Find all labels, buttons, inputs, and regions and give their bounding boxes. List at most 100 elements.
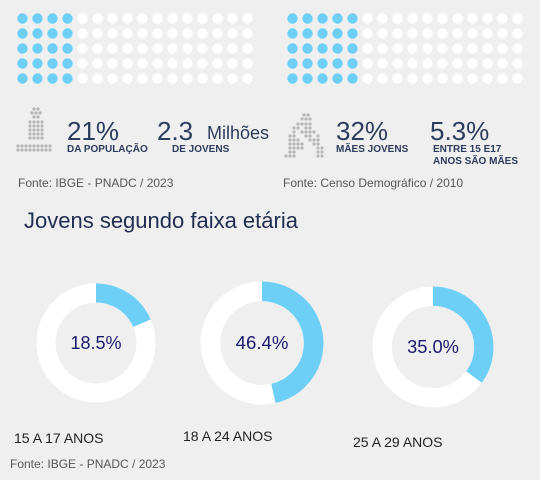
waffle-right-dot	[482, 73, 493, 84]
person-dot-icon	[16, 106, 56, 159]
waffle-left-dot	[197, 73, 208, 84]
waffle-right-dot	[392, 43, 403, 54]
donut-slice	[372, 286, 494, 408]
waffle-right-dot	[407, 43, 418, 54]
waffle-right-dot-highlighted	[302, 13, 313, 24]
waffle-left-dot-highlighted	[47, 73, 58, 84]
waffle-right-dot	[452, 13, 463, 24]
waffle-left-dot-highlighted	[17, 43, 28, 54]
waffle-left-dot	[77, 28, 88, 39]
donut-18-24: 46.4%	[200, 281, 324, 410]
waffle-right-dot	[467, 43, 478, 54]
waffle-right-dot	[467, 73, 478, 84]
waffle-right-dot	[377, 28, 388, 39]
waffle-right-dot	[452, 28, 463, 39]
waffle-right-dot	[377, 13, 388, 24]
waffle-right-dot	[512, 73, 523, 84]
population-percent: 21%	[67, 116, 120, 146]
waffle-left-dot-highlighted	[17, 13, 28, 24]
waffle-left-dot-highlighted	[47, 28, 58, 39]
waffle-left-dot	[197, 28, 208, 39]
waffle-right-dot	[437, 13, 448, 24]
waffle-right-dot	[512, 58, 523, 69]
waffle-left-dot	[92, 13, 103, 24]
waffle-left-dot	[137, 43, 148, 54]
waffle-left-dot	[167, 13, 178, 24]
waffle-left-dot	[137, 13, 148, 24]
waffle-right-dot-highlighted	[317, 73, 328, 84]
waffle-left-dot	[92, 58, 103, 69]
young-mothers-percent: 32%	[336, 116, 389, 146]
waffle-left-dot	[122, 43, 133, 54]
waffle-left-dot	[227, 43, 238, 54]
waffle-left-dot	[227, 73, 238, 84]
waffle-right-dot	[467, 58, 478, 69]
waffle-right-dot-highlighted	[332, 28, 343, 39]
waffle-right-dot	[452, 73, 463, 84]
waffle-left-dot	[122, 58, 133, 69]
waffle-left-dot	[167, 28, 178, 39]
waffle-right-dot-highlighted	[302, 43, 313, 54]
source-bottom: Fonte: IBGE - PNADC / 2023	[10, 457, 166, 471]
waffle-left-dot	[152, 28, 163, 39]
waffle-right-dot	[422, 58, 433, 69]
donut-25-29: 35.0%	[372, 286, 494, 413]
waffle-left-dot	[197, 43, 208, 54]
waffle-right-dot	[437, 73, 448, 84]
waffle-right-dot-highlighted	[317, 28, 328, 39]
waffle-right-dot	[392, 73, 403, 84]
waffle-chart-right	[287, 13, 523, 89]
waffle-left-dot	[77, 58, 88, 69]
waffle-left-dot	[92, 28, 103, 39]
section-title: Jovens segundo faixa etária	[24, 208, 298, 233]
waffle-left-dot-highlighted	[17, 28, 28, 39]
waffle-right-dot	[437, 58, 448, 69]
waffle-right-dot	[437, 43, 448, 54]
waffle-left-dot-highlighted	[17, 73, 28, 84]
waffle-right-dot	[467, 28, 478, 39]
waffle-left-dot-highlighted	[47, 58, 58, 69]
waffle-left-dot	[242, 43, 253, 54]
waffle-right-dot	[482, 43, 493, 54]
waffle-right-dot	[392, 58, 403, 69]
donut-value-label: 46.4%	[236, 332, 289, 353]
population-caption: DA POPULAÇÃO	[67, 144, 148, 155]
waffle-left-dot-highlighted	[32, 28, 43, 39]
waffle-right-dot	[392, 28, 403, 39]
teen-mothers-caption-line2: ANOS SÃO MÃES	[433, 156, 519, 167]
waffle-left-dot	[152, 73, 163, 84]
waffle-right-dot	[512, 28, 523, 39]
waffle-left-dot-highlighted	[47, 13, 58, 24]
waffle-left-dot	[227, 58, 238, 69]
waffle-right-dot	[512, 13, 523, 24]
waffle-right-dot	[407, 13, 418, 24]
waffle-right-dot-highlighted	[302, 28, 313, 39]
waffle-right-dot	[362, 58, 373, 69]
waffle-left-dot	[77, 13, 88, 24]
waffle-right-dot-highlighted	[302, 73, 313, 84]
waffle-right-dot	[422, 73, 433, 84]
waffle-right-dot-highlighted	[287, 13, 298, 24]
waffle-left-dot-highlighted	[32, 73, 43, 84]
waffle-right-dot	[377, 58, 388, 69]
waffle-left-dot-highlighted	[62, 13, 73, 24]
waffle-left-dot-highlighted	[32, 13, 43, 24]
waffle-left-dot	[137, 28, 148, 39]
waffle-left-dot	[77, 73, 88, 84]
waffle-right-dot	[377, 43, 388, 54]
waffle-left-dot	[107, 58, 118, 69]
waffle-right-dot-highlighted	[347, 58, 358, 69]
waffle-right-dot	[497, 13, 508, 24]
waffle-left-dot	[92, 43, 103, 54]
waffle-right-dot-highlighted	[332, 73, 343, 84]
young-mothers-caption: MÃES JOVENS	[336, 144, 409, 155]
waffle-right-dot	[512, 43, 523, 54]
waffle-left-dot-highlighted	[32, 58, 43, 69]
waffle-right-dot-highlighted	[347, 28, 358, 39]
waffle-right-dot-highlighted	[347, 13, 358, 24]
waffle-right-dot	[362, 28, 373, 39]
waffle-right-dot	[497, 28, 508, 39]
category-label-18-24: 18 A 24 ANOS	[183, 428, 273, 444]
waffle-right-dot-highlighted	[347, 73, 358, 84]
waffle-left-dot	[182, 13, 193, 24]
